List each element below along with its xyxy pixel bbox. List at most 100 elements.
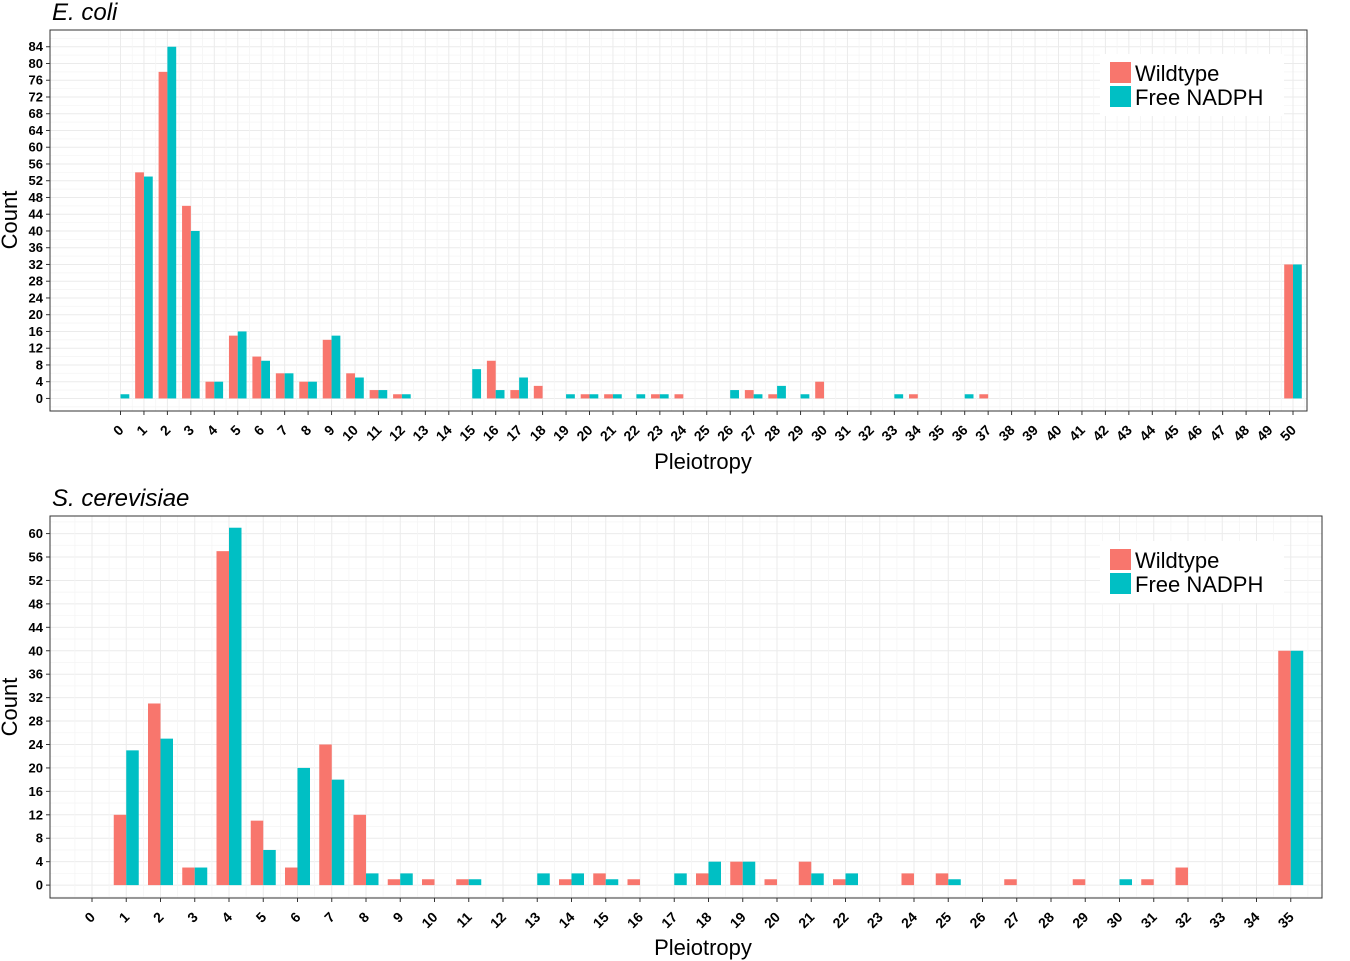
bar-free-nadph-22 — [636, 394, 646, 399]
x-tick-label: 11 — [363, 422, 385, 444]
bar-free-nadph-9 — [400, 873, 413, 886]
x-tick-label: 42 — [1089, 422, 1111, 444]
y-tick-label: 44 — [29, 207, 44, 222]
x-tick-label: 48 — [1230, 422, 1252, 444]
x-tick-label: 11 — [453, 909, 475, 931]
bar-wildtype-4 — [216, 551, 229, 886]
x-tick-label: 7 — [321, 909, 338, 926]
bar-free-nadph-20 — [589, 394, 599, 399]
x-tick-label: 21 — [795, 909, 817, 931]
x-tick-label: 9 — [321, 422, 338, 439]
y-tick-label: 4 — [36, 374, 44, 389]
x-tick-label: 3 — [184, 909, 201, 926]
x-tick-label: 39 — [1019, 422, 1041, 444]
bar-wildtype-27 — [744, 390, 754, 399]
bar-wildtype-37 — [979, 394, 989, 399]
x-tick-label: 20 — [761, 909, 783, 931]
bar-wildtype-3 — [182, 867, 195, 886]
x-tick-label: 23 — [864, 909, 886, 931]
x-tick-label: 5 — [227, 422, 244, 439]
y-tick-label: 20 — [29, 307, 43, 322]
y-tick-label: 16 — [29, 324, 43, 339]
bar-free-nadph-2 — [167, 46, 177, 399]
legend-swatch-free-nadph — [1110, 86, 1131, 107]
bar-free-nadph-21 — [811, 873, 824, 886]
x-tick-label: 0 — [110, 422, 127, 439]
bar-free-nadph-8 — [366, 873, 379, 886]
bar-wildtype-8 — [353, 814, 366, 886]
x-tick-label: 40 — [1042, 422, 1064, 444]
x-tick-label: 27 — [1001, 909, 1023, 931]
legend-label-free-nadph: Free NADPH — [1135, 572, 1263, 597]
bar-free-nadph-1 — [143, 176, 153, 399]
x-tick-label: 32 — [1172, 909, 1194, 931]
x-tick-label: 26 — [966, 909, 988, 931]
legend-label-free-nadph: Free NADPH — [1135, 85, 1263, 110]
y-tick-label: 44 — [29, 620, 44, 635]
bar-wildtype-2 — [148, 703, 161, 886]
bar-free-nadph-4 — [214, 381, 224, 399]
x-tick-labels: 0 1 2 3 4 5 6 7 8 9 10 11 12 13 14 15 16 17 18 19 20 21 22 23 24… — [110, 411, 1299, 444]
legend-swatch-wildtype — [1110, 62, 1131, 83]
bar-free-nadph-6 — [261, 360, 270, 399]
bar-free-nadph-10 — [355, 377, 364, 399]
x-tick-label: 25 — [691, 422, 713, 444]
bar-free-nadph-17 — [674, 873, 687, 886]
bar-free-nadph-50 — [1293, 264, 1302, 399]
x-tick-label: 49 — [1253, 422, 1275, 444]
x-tick-label: 21 — [597, 422, 619, 444]
y-tick-label: 32 — [29, 690, 43, 705]
x-tick-label: 8 — [355, 909, 372, 926]
bar-free-nadph-4 — [229, 527, 242, 886]
x-tick-label: 50 — [1277, 422, 1299, 444]
y-tick-label: 8 — [36, 831, 43, 846]
bar-wildtype-50 — [1284, 264, 1293, 399]
bar-free-nadph-19 — [742, 861, 756, 886]
bar-wildtype-5 — [250, 820, 264, 886]
bar-wildtype-11 — [369, 390, 379, 399]
x-tick-label: 43 — [1113, 422, 1135, 444]
x-tick-label: 16 — [624, 909, 646, 931]
bar-wildtype-21 — [604, 394, 613, 399]
y-tick-label: 60 — [29, 140, 43, 155]
panel-title: S. cerevisiae — [52, 485, 189, 512]
x-tick-label: 1 — [133, 422, 150, 439]
y-tick-label: 8 — [36, 357, 43, 372]
bar-wildtype-21 — [798, 861, 812, 886]
bar-free-nadph-25 — [948, 879, 961, 886]
bar-wildtype-35 — [1278, 650, 1291, 886]
x-tick-label: 9 — [390, 909, 407, 926]
bar-free-nadph-1 — [126, 750, 139, 886]
y-tick-label: 60 — [29, 526, 43, 541]
x-tick-label: 26 — [714, 422, 736, 444]
y-tick-label: 72 — [29, 89, 43, 104]
x-tick-label: 44 — [1136, 422, 1158, 444]
bar-wildtype-22 — [833, 879, 846, 886]
bar-wildtype-20 — [764, 879, 777, 886]
x-tick-label: 17 — [503, 422, 525, 444]
bar-free-nadph-15 — [605, 879, 619, 886]
y-axis-title: Count — [0, 191, 22, 250]
bar-wildtype-5 — [228, 335, 238, 399]
legend: Wildtype Free NADPH — [1100, 54, 1284, 116]
y-tick-label: 80 — [29, 56, 43, 71]
bar-wildtype-29 — [1072, 879, 1086, 886]
x-tick-label: 5 — [253, 909, 270, 926]
x-tick-label: 14 — [433, 422, 455, 444]
x-tick-label: 34 — [902, 422, 924, 444]
bar-free-nadph-3 — [194, 867, 208, 886]
plot-background — [50, 30, 1307, 411]
bar-wildtype-24 — [674, 394, 684, 399]
x-tick-label: 29 — [784, 422, 806, 444]
grid — [50, 30, 1307, 411]
bar-wildtype-18 — [696, 873, 709, 886]
bar-free-nadph-28 — [777, 385, 786, 399]
bars — [120, 46, 1302, 399]
bar-free-nadph-26 — [730, 390, 739, 399]
x-tick-label: 34 — [1240, 909, 1262, 931]
y-tick-label: 16 — [29, 784, 43, 799]
bar-free-nadph-11 — [378, 390, 388, 399]
y-tick-label: 84 — [29, 39, 44, 54]
x-tick-label: 13 — [409, 422, 431, 444]
bar-free-nadph-13 — [537, 873, 550, 886]
